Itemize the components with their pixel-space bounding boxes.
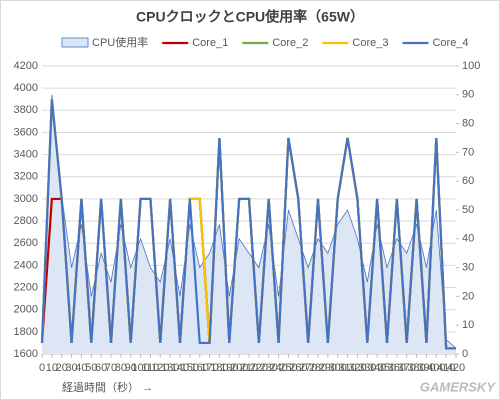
x-tick-label: 100 — [131, 362, 149, 374]
y-tick-label: 4200 — [14, 60, 38, 72]
y-tick-label: 3200 — [14, 171, 38, 183]
x-tick-label: 370 — [398, 362, 416, 374]
y-tick-label: 3800 — [14, 104, 38, 116]
y2-tick-label: 100 — [462, 60, 480, 72]
y2-tick-label: 20 — [462, 290, 474, 302]
x-tick-label: 250 — [279, 362, 297, 374]
y-tick-label: 3600 — [14, 126, 38, 138]
y2-tick-label: 90 — [462, 89, 474, 101]
y2-tick-label: 0 — [462, 348, 468, 360]
y2-tick-label: 30 — [462, 262, 474, 274]
y2-tick-label: 40 — [462, 233, 474, 245]
x-tick-label: 400 — [427, 362, 445, 374]
y2-tick-label: 70 — [462, 146, 474, 158]
x-tick-label: 190 — [220, 362, 238, 374]
x-tick-label: 60 — [95, 362, 107, 374]
x-tick-label: 200 — [230, 362, 248, 374]
x-tick-label: 160 — [191, 362, 209, 374]
x-tick-label: 110 — [142, 362, 160, 374]
x-tick-label: 150 — [181, 362, 199, 374]
x-tick-label: 90 — [125, 362, 137, 374]
x-tick-label: 310 — [338, 362, 356, 374]
y2-tick-label: 80 — [462, 118, 474, 130]
core-line — [40, 99, 456, 350]
x-tick-label: 410 — [437, 362, 455, 374]
x-tick-label: 290 — [319, 362, 337, 374]
x-tick-label: 180 — [210, 362, 228, 374]
x-tick-label: 360 — [388, 362, 406, 374]
x-tick-label: 330 — [358, 362, 376, 374]
x-tick-label: 140 — [171, 362, 189, 374]
legend-label: Core_4 — [432, 37, 468, 49]
x-tick-label: 420 — [447, 362, 465, 374]
legend-label: Core_3 — [352, 37, 388, 49]
y2-tick-label: 10 — [462, 319, 474, 331]
x-tick-label: 130 — [161, 362, 179, 374]
x-tick-label: 380 — [407, 362, 425, 374]
y-tick-label: 2800 — [14, 215, 38, 227]
y-tick-label: 3400 — [14, 149, 38, 161]
x-tick-label: 70 — [105, 362, 117, 374]
x-tick-label: 260 — [289, 362, 307, 374]
x-tick-label: 270 — [299, 362, 317, 374]
x-tick-label: 20 — [56, 362, 68, 374]
y-tick-label: 1800 — [14, 326, 38, 338]
x-tick-label: 0 — [39, 362, 45, 374]
x-tick-label: 30 — [65, 362, 77, 374]
x-tick-label: 10 — [46, 362, 58, 374]
y-tick-label: 3000 — [14, 193, 38, 205]
x-tick-label: 230 — [260, 362, 278, 374]
y-tick-label: 2000 — [14, 304, 38, 316]
y-tick-label: 2400 — [14, 259, 38, 271]
x-tick-label: 120 — [151, 362, 169, 374]
x-tick-label: 390 — [417, 362, 435, 374]
x-tick-label: 240 — [269, 362, 287, 374]
usage-line — [41, 94, 457, 349]
usage-area — [42, 94, 456, 355]
x-tick-label: 220 — [250, 362, 268, 374]
y2-tick-label: 50 — [462, 204, 474, 216]
chart-title: CPUクロックとCPU使用率（65W） — [136, 9, 364, 25]
legend-label: Core_1 — [192, 37, 228, 49]
y-tick-label: 1600 — [14, 348, 38, 360]
x-tick-label: 210 — [240, 362, 258, 374]
x-tick-label: 350 — [378, 362, 396, 374]
x-tick-label: 280 — [309, 362, 327, 374]
legend-label: CPU使用率 — [92, 35, 148, 49]
x-tick-label: 50 — [85, 362, 97, 374]
y-tick-label: 2200 — [14, 281, 38, 293]
watermark: GAMERSKY — [420, 379, 496, 394]
x-tick-label: 80 — [115, 362, 127, 374]
y-tick-label: 4000 — [14, 82, 38, 94]
y-tick-label: 2600 — [14, 237, 38, 249]
legend-label: Core_2 — [272, 37, 308, 49]
x-tick-label: 320 — [348, 362, 366, 374]
x-tick-label: 40 — [75, 362, 87, 374]
y2-tick-label: 60 — [462, 175, 474, 187]
x-tick-label: 170 — [200, 362, 218, 374]
legend-swatch — [61, 37, 89, 48]
x-tick-label: 300 — [329, 362, 347, 374]
x-axis-title: 経過時間（秒） → — [62, 380, 153, 394]
x-tick-label: 340 — [368, 362, 386, 374]
